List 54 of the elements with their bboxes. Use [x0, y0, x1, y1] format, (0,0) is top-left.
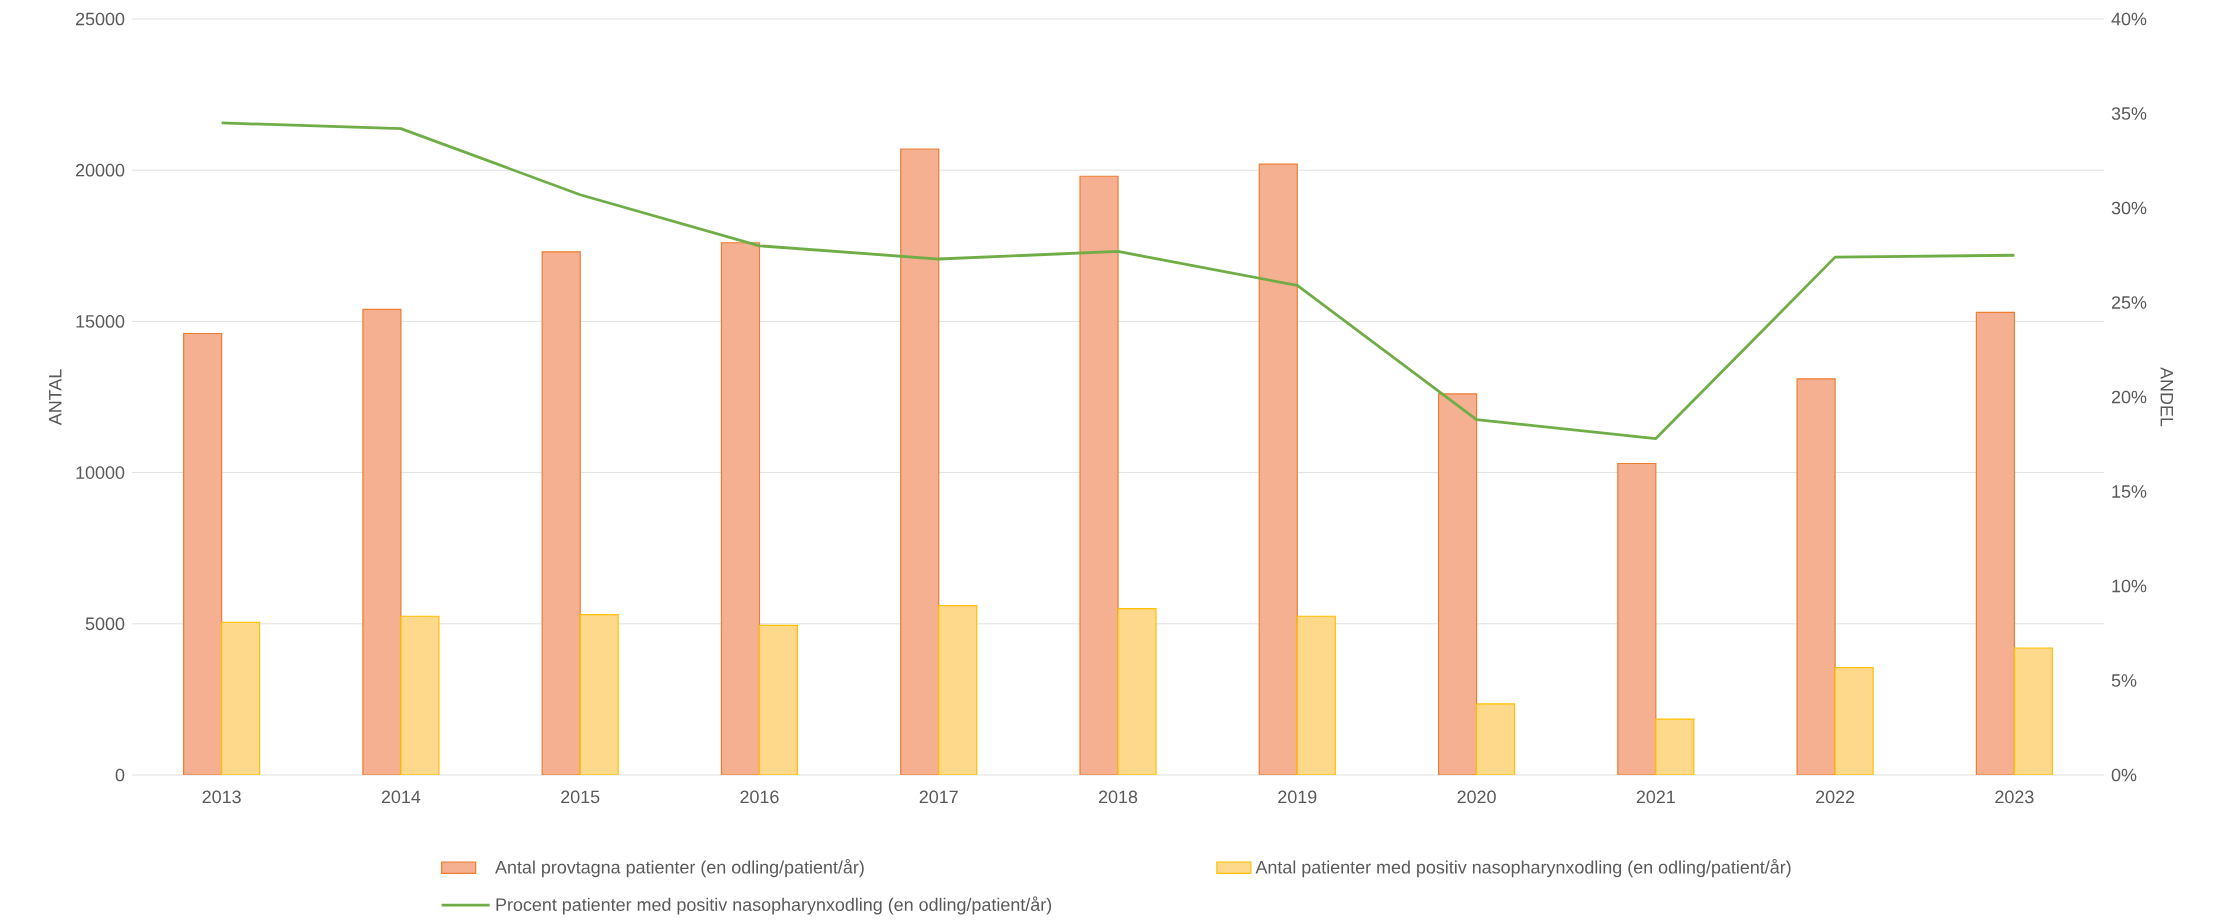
y2-tick-label: 0%: [2111, 768, 2137, 782]
y-tick-label: 0: [115, 768, 125, 782]
bar: [400, 615, 440, 776]
y-axis-title: ANTAL: [49, 369, 62, 426]
bar: [1296, 615, 1336, 776]
y-tick-label: 25000: [76, 12, 125, 26]
legend-label: Procent patienter med positiv nasopharynxodling (en odling/patient/år): [496, 896, 1052, 915]
y2-tick-label: 30%: [2111, 201, 2147, 215]
bar: [1975, 311, 2015, 776]
x-tick-label: 2018: [1098, 790, 1138, 804]
x-tick-label: 2020: [1457, 790, 1496, 804]
x-tick-label: 2021: [1636, 790, 1675, 804]
x-tick-label: 2014: [381, 790, 421, 804]
legend-label: Antal patienter med positiv nasopharynxodling (en odling/patient/år): [1255, 859, 1791, 878]
bar: [938, 605, 978, 776]
y-tick-label: 15000: [76, 315, 125, 328]
x-tick-label: 2015: [561, 790, 600, 804]
y2-tick-label: 40%: [2111, 12, 2147, 26]
bar: [1796, 378, 1836, 776]
bar: [1117, 608, 1157, 776]
y2-tick-label: 5%: [2111, 674, 2137, 687]
bar: [1617, 463, 1657, 776]
bar: [1258, 163, 1298, 776]
y2-axis-title: ANDEL: [2160, 367, 2173, 427]
bar: [541, 251, 581, 776]
bar: [1655, 718, 1695, 776]
x-tick-label: 2013: [202, 790, 241, 804]
bar: [720, 242, 761, 776]
x-tick-label: 2023: [1995, 790, 2034, 804]
y2-tick-label: 20%: [2111, 390, 2147, 404]
bar: [221, 621, 261, 776]
legend-label: Antal provtagna patienter (en odling/patient/år): [495, 859, 864, 878]
bar: [362, 308, 402, 776]
y2-tick-label: 25%: [2111, 296, 2147, 309]
bar: [1079, 175, 1119, 776]
bar: [1437, 393, 1478, 776]
bar: [900, 148, 940, 776]
x-tick-label: 2022: [1816, 790, 1855, 804]
y-tick-label: 10000: [76, 466, 125, 480]
bar: [2013, 647, 2053, 776]
y-tick-label: 5000: [85, 617, 125, 631]
y2-tick-label: 15%: [2112, 485, 2147, 498]
bar: [1834, 667, 1874, 776]
y2-tick-label: 10%: [2112, 579, 2147, 593]
bar: [758, 624, 799, 776]
line-series: [220, 121, 2016, 441]
x-tick-label: 2017: [919, 790, 958, 804]
x-tick-label: 2016: [740, 790, 779, 804]
bar: [183, 332, 223, 776]
bar: [1475, 703, 1516, 776]
x-tick-label: 2019: [1278, 790, 1317, 804]
bar: [579, 614, 619, 776]
y2-tick-label: 35%: [2111, 107, 2147, 120]
y-tick-label: 20000: [76, 163, 125, 177]
